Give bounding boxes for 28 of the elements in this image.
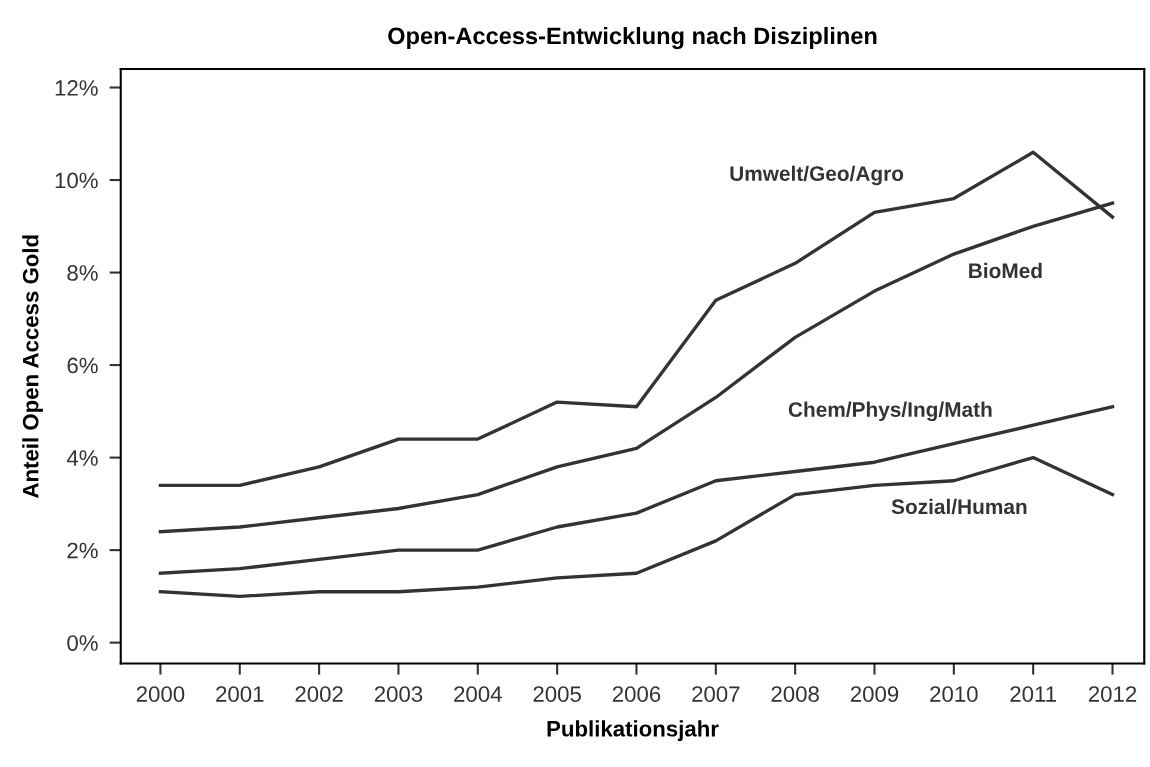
x-tick-label: 2001: [216, 686, 264, 702]
x-tick-label: 2010: [930, 686, 978, 702]
series-label: Sozial/Human: [891, 498, 1027, 515]
y-tick-label: 8%: [67, 265, 98, 281]
x-tick-label: 2009: [850, 686, 899, 702]
x-tick-label: 2011: [1010, 686, 1056, 702]
x-tick-label: 2005: [533, 686, 581, 702]
x-tick-label: 2004: [454, 686, 502, 702]
x-tick-label: 2012: [1088, 686, 1137, 702]
x-tick-label: 2002: [295, 686, 343, 702]
x-tick-label: 2008: [771, 686, 819, 702]
chart-title: Open-Access-Entwicklung nach Disziplinen: [388, 26, 877, 50]
y-tick-label: 10%: [55, 172, 98, 189]
y-tick-label: 0%: [67, 635, 98, 651]
series-label: Umwelt/Geo/Agro: [730, 165, 904, 186]
y-tick-label: 2%: [67, 542, 98, 559]
y-axis-title: Anteil Open Access Gold: [22, 235, 43, 499]
line-series: [158, 455, 1115, 599]
series-label: BioMed: [969, 262, 1042, 279]
x-axis-title: Publikationsjahr: [547, 720, 719, 741]
y-tick-label: 4%: [66, 450, 98, 466]
x-tick-label: 2006: [612, 686, 661, 702]
series-label: Chem/Phys/Ing/Math: [788, 401, 992, 422]
x-tick-label: 2003: [374, 686, 423, 702]
x-tick-label: 2000: [136, 686, 185, 702]
y-tick-label: 6%: [67, 357, 98, 374]
y-tick-label: 12%: [55, 80, 98, 96]
x-tick-label: 2007: [692, 686, 740, 702]
